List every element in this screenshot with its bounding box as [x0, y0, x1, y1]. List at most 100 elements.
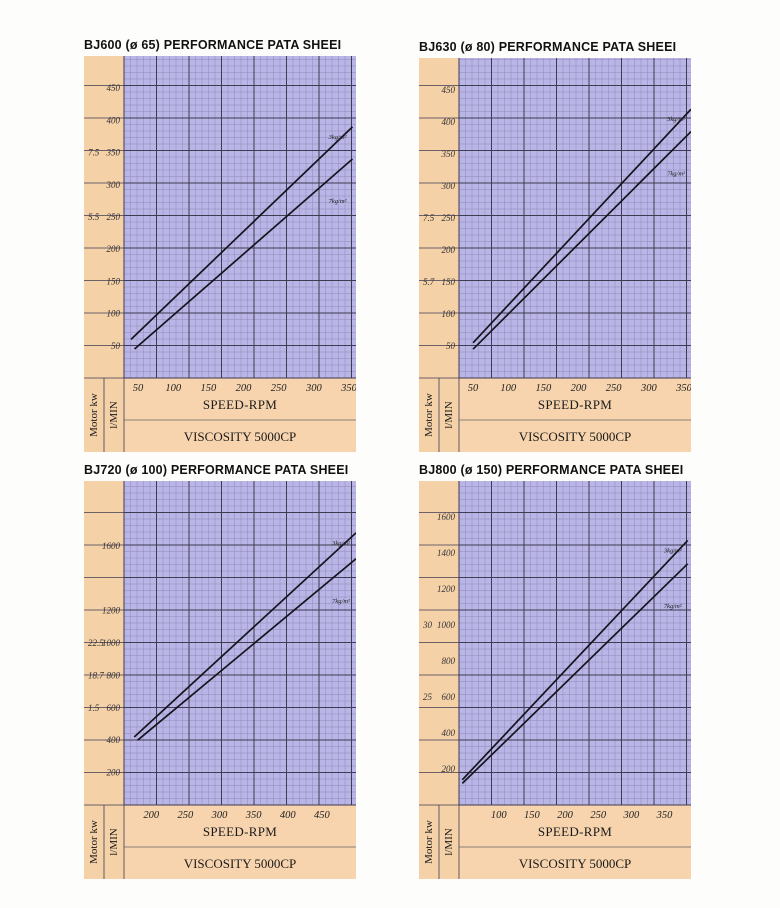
- y-tick-label: 300: [106, 180, 121, 190]
- x-tick-label: 200: [236, 383, 253, 394]
- y-tick-label: 1600: [437, 512, 456, 522]
- flow-unit-label: l/MIN: [443, 828, 455, 856]
- series-label: 7kg/m²: [664, 603, 683, 610]
- y-tick-label: 1200: [102, 606, 121, 616]
- y-tick-label: 1400: [437, 548, 456, 558]
- x-tick-label: 250: [590, 810, 607, 821]
- motor-kw-label: Motor kw: [88, 820, 100, 864]
- chart-bj800: 200 400 600 800 1000 1200 1400 1600 30 25 100 150 20…: [419, 481, 691, 879]
- chart-panel-bj630: BJ630 (ø 80) PERFORMANCE PATA SHEEI 50 10…: [419, 40, 691, 454]
- x-tick-label: 200: [143, 810, 160, 821]
- series-label: 3kg/m²: [663, 547, 683, 554]
- bottom-band: [124, 805, 356, 879]
- bottom-band: [124, 378, 356, 452]
- kw-tick-label: 1.5: [88, 703, 100, 713]
- chart-bj720: 200 400 600 800 1000 1200 1600 22.5 18.7 1.5 200 25…: [84, 481, 356, 879]
- series-line: [461, 563, 689, 785]
- y-tick-label: 150: [442, 277, 456, 287]
- y-tick-label: 50: [111, 341, 121, 351]
- x-tick-label: 400: [280, 810, 297, 821]
- x-tick-label: 300: [305, 383, 323, 394]
- viscosity-label: VISCOSITY 5000CP: [519, 429, 632, 444]
- y-tick-label: 200: [442, 245, 456, 255]
- chart-panel-bj600: BJ600 (ø 65) PERFORMANCE PATA SHEEI 50 10…: [84, 38, 356, 454]
- y-tick-label: 1000: [102, 638, 121, 648]
- series-line: [472, 130, 691, 350]
- x-tick-label: 250: [178, 810, 195, 821]
- y-tick-label: 400: [442, 117, 456, 127]
- motor-kw-label: Motor kw: [88, 393, 100, 437]
- kw-tick-label: 7.5: [423, 213, 435, 223]
- x-tick-label: 50: [468, 383, 479, 394]
- x-tick-label: 200: [571, 383, 588, 394]
- x-tick-label: 50: [133, 383, 144, 394]
- x-tick-label: 150: [200, 383, 217, 394]
- y-tick-label: 400: [442, 728, 456, 738]
- x-tick-label: 150: [535, 383, 552, 394]
- viscosity-label: VISCOSITY 5000CP: [184, 429, 297, 444]
- chart-panel-bj720: BJ720 (ø 100) PERFORMANCE PATA SHEEI 200…: [84, 463, 356, 881]
- y-tick-label: 200: [107, 768, 121, 778]
- series-line: [130, 126, 354, 340]
- x-tick-label: 300: [211, 810, 229, 821]
- series-label: 7kg/m²: [329, 198, 348, 205]
- x-tick-label: 200: [557, 810, 574, 821]
- x-tick-label: 250: [606, 383, 623, 394]
- flow-unit-label: l/MIN: [108, 401, 120, 429]
- y-tick-label: 100: [107, 309, 121, 319]
- y-tick-label: 600: [107, 703, 121, 713]
- y-tick-label: 150: [107, 276, 121, 286]
- sidebar-grid: [419, 481, 460, 879]
- y-tick-label: 100: [442, 309, 456, 319]
- x-axis-label: SPEED-RPM: [538, 824, 612, 839]
- series-line: [461, 539, 689, 781]
- series-label: 3kg/m²: [328, 134, 348, 141]
- sidebar-grid: [84, 56, 125, 452]
- series-label: 7kg/m²: [332, 598, 351, 605]
- series-line: [472, 108, 691, 344]
- series-line: [133, 532, 356, 738]
- y-tick-label: 800: [107, 670, 121, 680]
- y-tick-label: 450: [107, 83, 121, 93]
- plot-area: [459, 58, 691, 378]
- kw-tick-label: 22.5: [88, 638, 104, 648]
- flow-unit-label: l/MIN: [443, 401, 455, 429]
- series-line: [133, 158, 354, 350]
- chart-title: BJ600 (ø 65) PERFORMANCE PATA SHEEI: [84, 38, 342, 52]
- y-tick-label: 200: [107, 244, 121, 254]
- x-axis-label: SPEED-RPM: [203, 397, 277, 412]
- bottom-band: [459, 378, 691, 452]
- kw-tick-label: 18.7: [88, 670, 104, 680]
- y-tick-label: 600: [442, 692, 456, 702]
- x-tick-label: 450: [314, 810, 331, 821]
- x-tick-label: 150: [524, 810, 541, 821]
- y-tick-label: 1200: [437, 584, 456, 594]
- y-tick-label: 250: [107, 212, 121, 222]
- kw-tick-label: 30: [422, 620, 433, 630]
- series-label: 3kg/m²: [666, 116, 686, 123]
- y-tick-label: 300: [441, 181, 456, 191]
- viscosity-label: VISCOSITY 5000CP: [184, 856, 297, 871]
- x-axis-label: SPEED-RPM: [538, 397, 612, 412]
- y-tick-label: 400: [107, 115, 121, 125]
- x-tick-label: 300: [640, 383, 658, 394]
- viscosity-label: VISCOSITY 5000CP: [519, 856, 632, 871]
- sidebar-grid: [419, 58, 460, 452]
- series-label: 3kg/m²: [331, 540, 351, 547]
- chart-title: BJ630 (ø 80) PERFORMANCE PATA SHEEI: [419, 40, 677, 54]
- y-tick-label: 50: [446, 341, 456, 351]
- major-grid: [458, 58, 691, 379]
- x-tick-label: 300: [622, 810, 640, 821]
- kw-tick-label: 25: [423, 692, 433, 702]
- plot-area: [124, 56, 356, 378]
- motor-kw-label: Motor kw: [423, 820, 435, 864]
- kw-tick-label: 7.5: [88, 148, 100, 158]
- chart-panel-bj800: BJ800 (ø 150) PERFORMANCE PATA SHEEI 200…: [419, 463, 691, 881]
- chart-bj630: 50 100 150 200 250 300 350 400 450 7.5 5.7 50 100 150…: [419, 58, 691, 452]
- kw-tick-label: 5.7: [423, 277, 435, 287]
- x-axis-label: SPEED-RPM: [203, 824, 277, 839]
- y-tick-label: 1000: [437, 620, 456, 630]
- kw-tick-label: 5.5: [88, 212, 100, 222]
- y-tick-label: 800: [442, 656, 456, 666]
- x-tick-label: 350: [245, 810, 263, 821]
